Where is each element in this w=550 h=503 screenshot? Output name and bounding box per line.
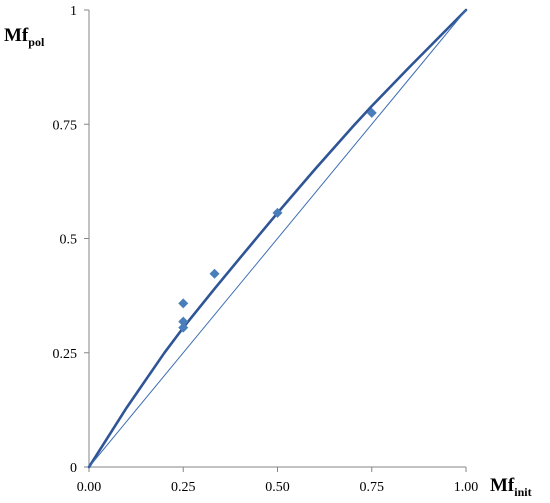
data-point-marker: [178, 298, 189, 309]
data-point-marker: [272, 207, 283, 218]
data-points: [178, 107, 377, 333]
x-tick-label: 1.00: [454, 480, 479, 495]
y-tick-label: 1: [70, 4, 77, 19]
x-tick-label: 0.25: [171, 480, 196, 495]
data-point-marker: [366, 107, 377, 118]
x-axis-title-sub: init: [514, 485, 531, 499]
x-axis-title: Mfinit: [490, 475, 532, 499]
fit-curve-line: [87, 8, 468, 469]
y-tick-label: 0.75: [53, 118, 78, 133]
x-axis-title-main: Mf: [490, 475, 515, 496]
data-point-marker: [178, 322, 189, 333]
x-tick-label: 0.50: [265, 480, 290, 495]
y-axis-title-sub: pol: [28, 35, 45, 49]
y-tick-label: 0.25: [53, 347, 78, 362]
y-axis-title: Mfpol: [4, 25, 45, 49]
y-tick-label: 0.5: [60, 233, 78, 248]
y-axis-title-main: Mf: [4, 25, 29, 46]
data-point-marker: [209, 268, 220, 279]
tick-labels: 0.00 0.25 0.50 0.75 1.00 0 0.25 0.5 0.75 1: [53, 4, 479, 495]
plot-lines: [87, 8, 468, 469]
reference-diagonal-line: [88, 9, 467, 468]
y-tick-label: 0: [70, 461, 77, 476]
x-tick-label: 0.75: [360, 480, 385, 495]
data-point-marker: [178, 316, 189, 327]
x-tick-label: 0.00: [77, 480, 102, 495]
